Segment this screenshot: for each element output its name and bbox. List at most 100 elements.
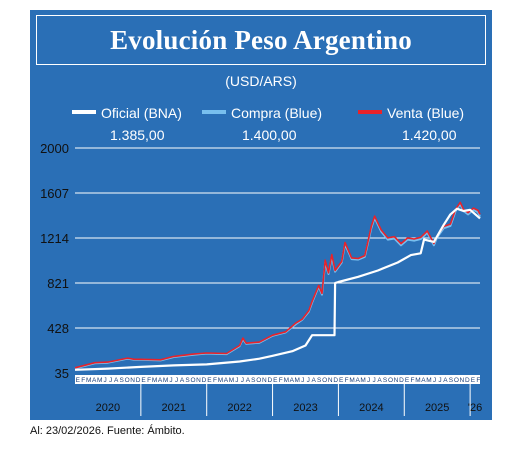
year-label: 2022 [227, 402, 251, 414]
month-label: O [125, 377, 130, 384]
month-label: S [317, 377, 322, 384]
month-label: M [295, 377, 300, 384]
month-label: E [405, 377, 410, 384]
month-label: J [301, 377, 304, 384]
series-line-oficial [74, 207, 481, 371]
month-label: D [202, 377, 207, 384]
month-label: D [333, 377, 338, 384]
month-label: M [86, 377, 91, 384]
month-label: N [460, 377, 465, 384]
year-label: 2021 [162, 402, 186, 414]
month-label: F [213, 377, 217, 384]
year-label: 2025 [425, 402, 449, 414]
title-bar: Evolución Peso Argentino [36, 15, 486, 65]
month-label: A [180, 377, 185, 384]
month-label: N [394, 377, 399, 384]
month-label: M [97, 377, 102, 384]
legend-label-venta: Venta (Blue) [387, 105, 465, 121]
month-label: A [92, 377, 97, 384]
month-label: F [147, 377, 151, 384]
month-label: E [207, 377, 212, 384]
month-label: O [190, 377, 195, 384]
month-label: M [152, 377, 157, 384]
month-label: F [81, 377, 85, 384]
month-label: A [377, 377, 382, 384]
legend-label-compra: Compra (Blue) [231, 105, 323, 121]
month-label: J [372, 377, 375, 384]
legend-label-oficial: Oficial (BNA) [101, 105, 182, 121]
month-label: A [312, 377, 317, 384]
month-label: O [322, 377, 327, 384]
month-label: J [175, 377, 178, 384]
month-label: J [241, 377, 244, 384]
month-label: F [279, 377, 283, 384]
month-label: D [465, 377, 470, 384]
month-label: D [399, 377, 404, 384]
month-label: J [169, 377, 172, 384]
month-label: M [349, 377, 354, 384]
legend-value-oficial: 1.385,00 [110, 127, 165, 143]
y-tick-label: 35 [55, 366, 69, 381]
chart-frame: Evolución Peso Argentino (USD/ARS) Ofici… [30, 10, 492, 420]
chart-subtitle: (USD/ARS) [225, 73, 297, 89]
legend-value-venta: 1.420,00 [402, 127, 457, 143]
footnote: Al: 23/02/2026. Fuente: Ámbito. [30, 425, 185, 437]
month-label: J [307, 377, 310, 384]
series-line-venta [74, 201, 481, 369]
month-label: E [141, 377, 146, 384]
legend-item-venta: Venta (Blue) [358, 105, 464, 121]
y-tick-label: 1214 [40, 231, 69, 246]
y-tick-label: 2000 [40, 141, 69, 156]
chart-title: Evolución Peso Argentino [110, 24, 412, 55]
series-layer [74, 201, 481, 371]
month-label: M [284, 377, 289, 384]
month-label: M [229, 377, 234, 384]
legend-item-compra: Compra (Blue) [202, 105, 322, 121]
month-label: E [339, 377, 344, 384]
month-label: A [355, 377, 360, 384]
month-label: A [158, 377, 163, 384]
month-label: N [196, 377, 201, 384]
month-label: D [136, 377, 141, 384]
month-label: J [438, 377, 441, 384]
month-label: A [246, 377, 251, 384]
month-label: M [218, 377, 223, 384]
month-label: O [256, 377, 261, 384]
legend-swatch-compra [202, 110, 226, 115]
month-label: D [267, 377, 272, 384]
month-label: J [109, 377, 112, 384]
month-label: S [449, 377, 454, 384]
month-label: J [433, 377, 436, 384]
month-label: S [251, 377, 256, 384]
month-label: A [224, 377, 229, 384]
month-label: M [415, 377, 420, 384]
month-label: S [119, 377, 124, 384]
month-label: N [130, 377, 135, 384]
month-label: J [104, 377, 107, 384]
month-label: A [290, 377, 295, 384]
month-label: E [76, 377, 81, 384]
year-label: '26 [468, 402, 482, 414]
month-label: M [360, 377, 365, 384]
month-label: O [388, 377, 393, 384]
month-label: S [383, 377, 388, 384]
month-label: S [185, 377, 190, 384]
month-label: F [345, 377, 349, 384]
month-label: J [235, 377, 238, 384]
month-label: F [476, 377, 480, 384]
legend-swatch-venta [358, 110, 382, 115]
legend-item-oficial: Oficial (BNA) [72, 105, 182, 121]
month-label: N [328, 377, 333, 384]
series-line-compra [74, 203, 481, 370]
month-label: M [163, 377, 168, 384]
month-label: E [471, 377, 476, 384]
y-tick-label: 821 [47, 276, 69, 291]
month-label: E [273, 377, 278, 384]
year-label: 2024 [359, 402, 383, 414]
month-label: A [443, 377, 448, 384]
month-label: J [367, 377, 370, 384]
month-label: A [114, 377, 119, 384]
month-label: O [454, 377, 459, 384]
year-label: 2020 [96, 402, 120, 414]
